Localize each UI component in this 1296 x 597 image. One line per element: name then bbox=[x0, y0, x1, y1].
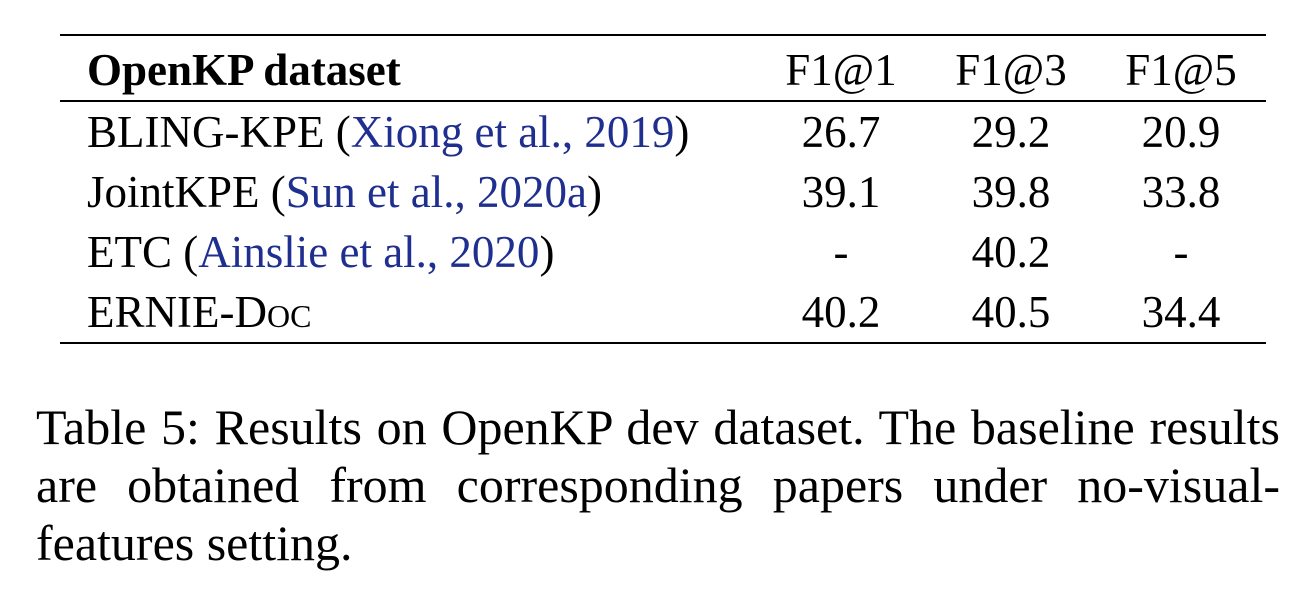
cell-f1-at-5: 20.9 bbox=[1141, 106, 1221, 157]
table-row: ETC (Ainslie et al., 2020) - 40.2 - bbox=[60, 222, 1266, 282]
results-table: OpenKP dataset F1@1 F1@3 F1@5 BLING-KPE … bbox=[60, 40, 1266, 344]
model-name: ERNIE-D bbox=[87, 286, 267, 337]
cell-f1-at-5: 34.4 bbox=[1141, 286, 1221, 337]
cell-f1-at-1: 26.7 bbox=[801, 106, 881, 157]
cell-f1-at-1: - bbox=[833, 226, 849, 277]
citation-link[interactable]: Sun et al., 2020a bbox=[285, 166, 587, 217]
row-model-name: BLING-KPE (Xiong et al., 2019) bbox=[60, 101, 756, 162]
cell-f1-at-5: - bbox=[1173, 226, 1189, 277]
table-top-rule bbox=[60, 34, 1266, 36]
table-header-row: OpenKP dataset F1@1 F1@3 F1@5 bbox=[60, 40, 1266, 101]
table-row: JointKPE (Sun et al., 2020a) 39.1 39.8 3… bbox=[60, 162, 1266, 222]
citation-link[interactable]: Xiong et al., 2019 bbox=[350, 106, 675, 157]
paren-close: ) bbox=[586, 166, 602, 217]
table-row: ERNIE-Doc 40.2 40.5 34.4 bbox=[60, 282, 1266, 343]
model-name: BLING-KPE ( bbox=[87, 106, 351, 157]
cell-f1-at-3: 40.5 bbox=[971, 286, 1051, 337]
citation-link[interactable]: Ainslie et al., 2020 bbox=[198, 226, 540, 277]
header-f1-at-3: F1@3 bbox=[955, 44, 1067, 95]
cell-f1-at-1: 40.2 bbox=[801, 286, 881, 337]
cell-f1-at-1: 39.1 bbox=[801, 166, 881, 217]
model-name: ETC ( bbox=[87, 226, 199, 277]
cell-f1-at-3: 29.2 bbox=[971, 106, 1051, 157]
row-model-name: ERNIE-Doc bbox=[60, 282, 756, 343]
cell-f1-at-5: 33.8 bbox=[1141, 166, 1221, 217]
header-f1-at-5: F1@5 bbox=[1125, 44, 1237, 95]
cell-f1-at-3: 40.2 bbox=[971, 226, 1051, 277]
model-name: JointKPE ( bbox=[87, 166, 286, 217]
table-row: BLING-KPE (Xiong et al., 2019) 26.7 29.2… bbox=[60, 101, 1266, 162]
table-caption: Table 5: Results on OpenKP dev dataset. … bbox=[36, 399, 1280, 571]
paren-close: ) bbox=[539, 226, 555, 277]
row-model-name: ETC (Ainslie et al., 2020) bbox=[60, 222, 756, 282]
cell-f1-at-3: 39.8 bbox=[971, 166, 1051, 217]
paren-close: ) bbox=[674, 106, 690, 157]
header-f1-at-1: F1@1 bbox=[785, 44, 897, 95]
row-model-name: JointKPE (Sun et al., 2020a) bbox=[60, 162, 756, 222]
header-dataset: OpenKP dataset bbox=[87, 44, 401, 95]
model-name-smallcaps: oc bbox=[266, 286, 312, 337]
results-table-container: OpenKP dataset F1@1 F1@3 F1@5 BLING-KPE … bbox=[60, 34, 1266, 344]
